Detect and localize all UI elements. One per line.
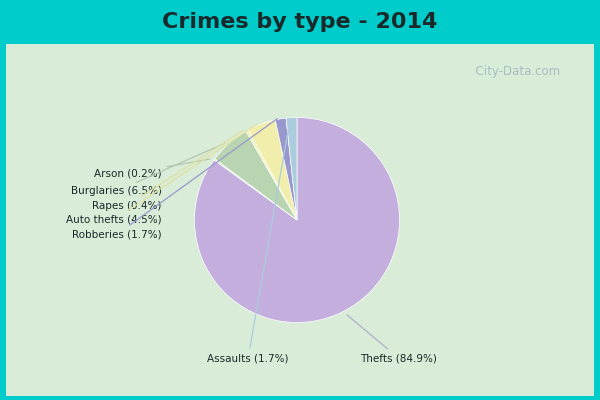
Wedge shape [286,118,297,220]
Wedge shape [246,130,297,220]
Text: Arson (0.2%): Arson (0.2%) [94,159,209,179]
Wedge shape [215,131,297,220]
Wedge shape [194,118,400,322]
Text: Thefts (84.9%): Thefts (84.9%) [347,315,437,363]
Text: Assaults (1.7%): Assaults (1.7%) [208,118,290,363]
Text: Burglaries (6.5%): Burglaries (6.5%) [71,143,224,196]
Text: Rapes (0.4%): Rapes (0.4%) [92,130,243,211]
Text: Crimes by type - 2014: Crimes by type - 2014 [163,12,437,32]
Text: Robberies (1.7%): Robberies (1.7%) [72,118,277,239]
Wedge shape [275,118,297,220]
Wedge shape [248,120,297,220]
Text: City-Data.com: City-Data.com [468,66,560,78]
Text: Auto thefts (4.5%): Auto thefts (4.5%) [66,124,258,225]
Wedge shape [214,159,297,220]
